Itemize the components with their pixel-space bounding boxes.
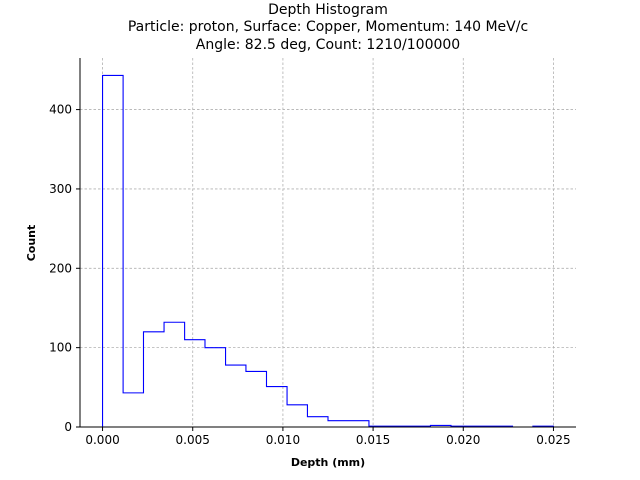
y-tick-label-1: 100 (49, 341, 72, 355)
x-tick-label-1: 0.005 (176, 433, 210, 447)
x-tick-label-4: 0.020 (446, 433, 480, 447)
grid-lines (80, 58, 576, 428)
y-tick-label-2: 200 (49, 261, 72, 275)
x-tick-label-2: 0.010 (266, 433, 300, 447)
histogram-series (101, 74, 555, 428)
chart-title-line-1: Depth Histogram (268, 2, 388, 18)
x-tick-label-0: 0.000 (85, 433, 119, 447)
x-axis-label: Depth (mm) (291, 456, 365, 469)
histogram-step-line (101, 74, 555, 428)
axes (79, 58, 576, 428)
chart-title-line-3: Angle: 82.5 deg, Count: 1210/100000 (196, 37, 460, 53)
chart-title-line-2: Particle: proton, Surface: Copper, Momen… (128, 19, 528, 35)
y-tick-label-4: 400 (49, 103, 72, 117)
x-tick-label-5: 0.025 (536, 433, 570, 447)
y-tick-label-3: 300 (49, 182, 72, 196)
y-axis-label: Count (25, 225, 38, 262)
y-tick-label-0: 0 (64, 420, 72, 434)
x-tick-label-3: 0.015 (356, 433, 390, 447)
tick-marks: 0.000 0.005 0.010 0.015 0.020 0.025 0 100 200 300… (49, 103, 571, 447)
